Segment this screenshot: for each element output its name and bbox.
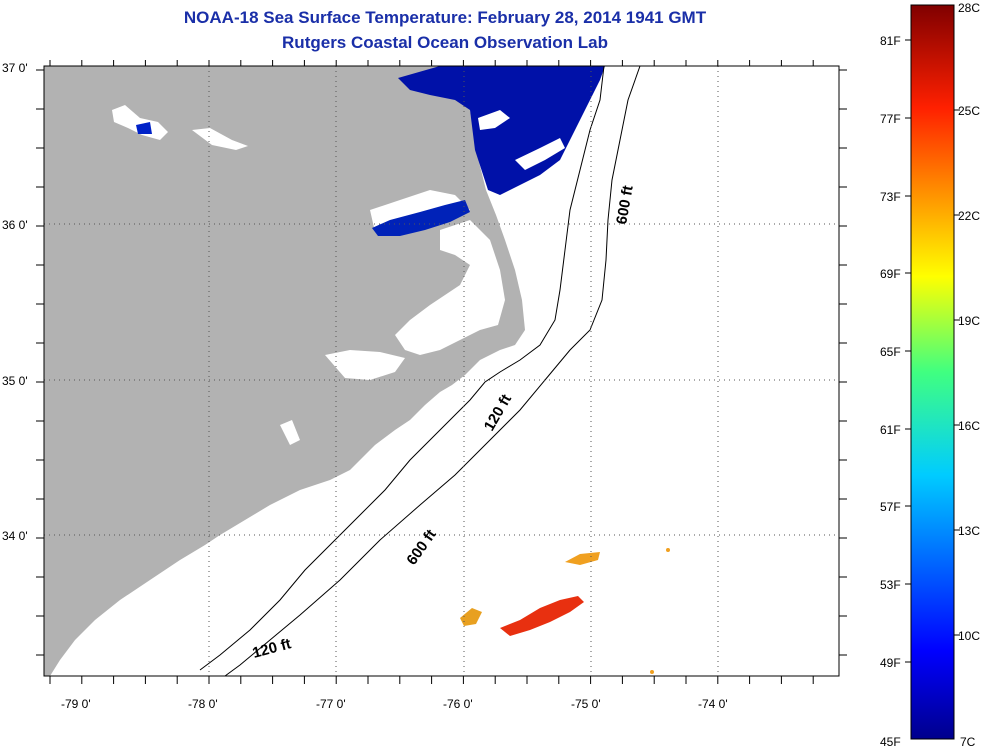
warm-speck-1: [650, 670, 654, 674]
contour-label-600-north: 600 ft: [613, 184, 637, 226]
colorbar: [910, 4, 955, 740]
colorbar-min-c: 7C: [960, 735, 976, 749]
colorbar-f-81: 81F: [880, 34, 901, 48]
colorbar-f-57: 57F: [880, 500, 901, 514]
colorbar-f-53: 53F: [880, 578, 901, 592]
lon-label-78: -78 0': [188, 697, 218, 711]
lon-label-76: -76 0': [443, 697, 473, 711]
pamlico-river: [325, 350, 405, 380]
colorbar-f-73: 73F: [880, 190, 901, 204]
lat-label-36: 36 0': [2, 218, 28, 232]
colorbar-f-69: 69F: [880, 267, 901, 281]
map-frame: [43, 65, 840, 677]
colorbar-ticks: [905, 39, 960, 663]
cold-patch-west: [136, 122, 152, 134]
colorbar-min-f: 45F: [880, 735, 901, 749]
contour-600ft: [224, 65, 641, 677]
neuse-river: [280, 420, 300, 445]
contour-120ft: [199, 65, 605, 671]
colorbar-f-65: 65F: [880, 345, 901, 359]
inland-lake-2: [192, 128, 248, 150]
lon-label-77: -77 0': [316, 697, 346, 711]
lat-label-35: 35 0': [2, 374, 28, 388]
warm-patch-main: [500, 596, 584, 636]
colorbar-c-25: 25C: [958, 104, 980, 118]
colorbar-f-49: 49F: [880, 656, 901, 670]
pamlico-sound: [395, 220, 505, 355]
lat-label-34: 34 0': [2, 529, 28, 543]
lon-label-79: -79 0': [61, 697, 91, 711]
cold-water-sound: [372, 200, 470, 236]
lon-label-75: -75 0': [571, 697, 601, 711]
cloud-gap-2: [515, 138, 565, 170]
lat-label-37: 37 0': [2, 61, 28, 75]
cloud-gap-1: [478, 110, 510, 130]
colorbar-c-10: 10C: [958, 629, 980, 643]
colorbar-max-c: 28C: [958, 1, 980, 15]
axis-ticks: [36, 60, 847, 684]
colorbar-c-13: 13C: [958, 524, 980, 538]
colorbar-f-77: 77F: [880, 112, 901, 126]
colorbar-c-22: 22C: [958, 209, 980, 223]
colorbar-c-19: 19C: [958, 314, 980, 328]
cold-water-north: [398, 66, 605, 195]
lon-label-74: -74 0': [698, 697, 728, 711]
colorbar-c-16: 16C: [958, 419, 980, 433]
map-title: NOAA-18 Sea Surface Temperature: Februar…: [183, 8, 707, 27]
inland-lake: [112, 105, 168, 140]
warm-speck-2: [666, 548, 670, 552]
colorbar-f-61: 61F: [880, 423, 901, 437]
graticule: [44, 66, 839, 676]
map-subtitle: Rutgers Coastal Ocean Observation Lab: [282, 33, 608, 52]
warm-patch-small: [460, 608, 482, 626]
